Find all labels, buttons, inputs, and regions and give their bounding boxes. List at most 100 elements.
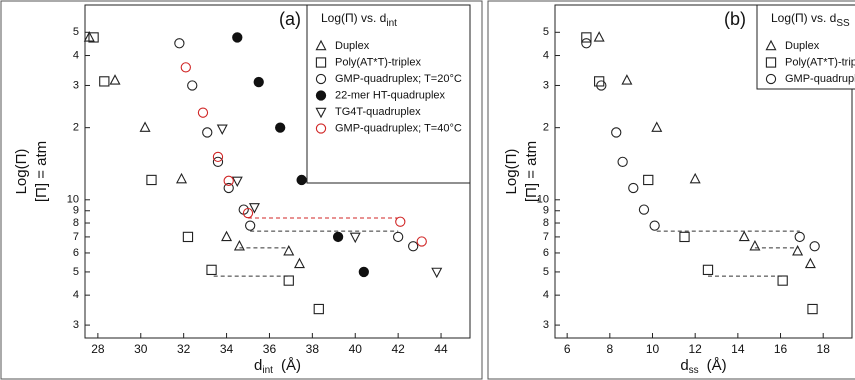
x-tick-label: 6 (564, 342, 571, 356)
point (233, 239, 245, 251)
x-axis-label-main: d (254, 357, 262, 374)
legend-marker (315, 123, 327, 134)
y-tick-label: 2 (543, 122, 549, 134)
panel-frame (0, 0, 483, 380)
point (216, 124, 228, 135)
point (408, 241, 419, 252)
point (99, 76, 110, 87)
legend-label: 22-mer HT-quadruplex (335, 89, 446, 101)
x-tick-label: 36 (263, 342, 277, 356)
legend-title-sub: SS (836, 18, 850, 29)
y-tick-label: 9 (73, 205, 79, 217)
x-tick-label: 44 (434, 342, 448, 356)
x-axis-label-main: d (680, 357, 688, 374)
point (248, 203, 260, 214)
legend-marker (315, 73, 327, 85)
legend-label: GMP-quadruplex; T=40°C (335, 122, 462, 134)
legend-title-sub: int (386, 18, 397, 29)
point (275, 122, 286, 133)
point (223, 182, 234, 194)
y-tick-label: 5 (73, 26, 79, 38)
point (395, 216, 406, 227)
x-tick-label: 28 (91, 342, 105, 356)
y-axis-label: [Π] = atm (33, 141, 50, 202)
point (738, 230, 750, 242)
y-tick-label: 8 (73, 217, 79, 229)
point (176, 172, 188, 184)
legend-label: Duplex (335, 40, 370, 52)
y-tick-label: 8 (543, 217, 549, 229)
point (581, 38, 592, 49)
legend-label: Duplex (785, 40, 820, 52)
point (293, 257, 305, 269)
point (221, 230, 233, 242)
x-tick-label: 10 (646, 342, 660, 356)
point (187, 80, 198, 91)
point (392, 231, 404, 243)
legend-title: Log(Π) vs. dint (321, 11, 397, 28)
x-axis-label: dss (Å) (680, 357, 726, 376)
point (679, 231, 690, 243)
x-axis-label-unit: (Å) (281, 357, 301, 374)
legend-label: GMP-quadruplex; T=20°C (335, 73, 462, 85)
point (617, 156, 628, 167)
point (283, 275, 294, 286)
legend-marker (765, 73, 777, 85)
y-tick-label: 4 (73, 49, 79, 61)
legend-label: Poly(AT*T)-triplex (335, 56, 421, 68)
x-axis-label: dint (Å) (254, 357, 301, 376)
point (777, 275, 788, 286)
x-axis-label-unit: (Å) (707, 357, 727, 374)
x-tick-label: 16 (774, 342, 788, 356)
point (245, 220, 256, 231)
point (621, 74, 633, 85)
point (232, 32, 243, 43)
legend-marker (765, 57, 777, 68)
y-tick-label: 4 (543, 289, 549, 301)
legend-marker (315, 107, 327, 119)
point (231, 176, 243, 188)
x-tick-label: 38 (306, 342, 320, 356)
point (651, 121, 663, 132)
x-axis-label-sub: int (262, 365, 273, 376)
y-axis-label: Log(Π) (13, 149, 30, 195)
y-tick-label: 3 (73, 79, 79, 91)
x-tick-label: 30 (134, 342, 148, 356)
point (807, 303, 818, 315)
point (581, 32, 592, 43)
legend-label: TG4T-quadruplex (335, 106, 421, 118)
y-axis-label: Log(Π) (503, 149, 520, 195)
y-tick-label: 7 (543, 231, 549, 243)
point (792, 244, 804, 256)
point (206, 264, 217, 276)
y-tick-label: 3 (73, 319, 79, 331)
legend-marker (315, 57, 327, 68)
point (212, 156, 224, 167)
x-axis-label-sub: ss (689, 365, 699, 376)
point (332, 231, 344, 243)
point (349, 232, 361, 244)
legend-marker (765, 39, 777, 51)
point (197, 107, 209, 118)
x-tick-label: 42 (391, 342, 405, 356)
point (643, 174, 654, 186)
x-tick-label: 14 (731, 342, 745, 356)
y-tick-label: 2 (73, 122, 79, 134)
plot-frame (554, 4, 853, 339)
x-tick-label: 8 (606, 342, 613, 356)
point (416, 236, 427, 247)
y-tick-label: 3 (543, 79, 549, 91)
point (180, 62, 191, 73)
y-tick-label: 5 (73, 266, 79, 278)
y-tick-label: 5 (543, 266, 549, 278)
y-tick-label: 6 (543, 247, 549, 259)
point (804, 257, 816, 269)
point (174, 38, 185, 49)
point (749, 239, 761, 251)
panel-frame (487, 0, 855, 380)
y-tick-label: 4 (73, 289, 79, 301)
y-tick-label: 5 (543, 26, 549, 38)
panel-label: (b) (724, 9, 746, 29)
